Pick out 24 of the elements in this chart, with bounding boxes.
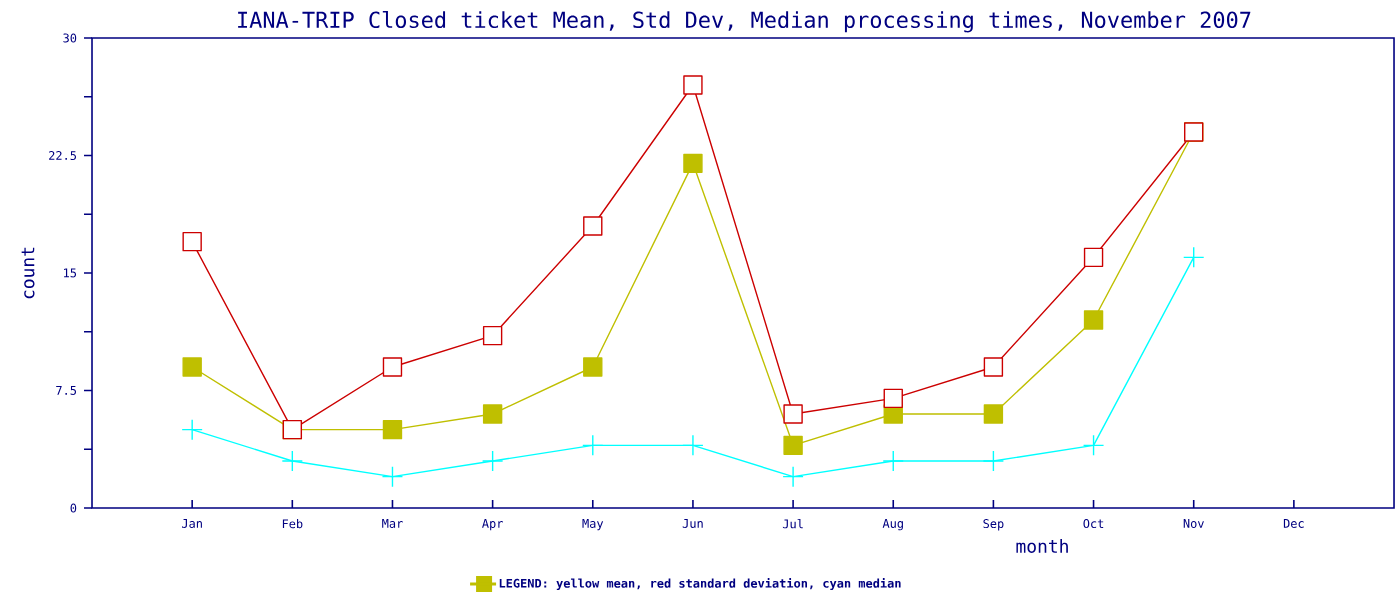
point (983, 404, 1004, 424)
point (682, 434, 704, 457)
point (583, 357, 603, 377)
point (982, 450, 1005, 472)
y-axis-title: count (21, 247, 35, 299)
point (481, 450, 504, 472)
point (683, 153, 703, 174)
point (182, 357, 202, 377)
point (1083, 310, 1104, 330)
point (281, 450, 304, 472)
x-axis-title: month (1016, 539, 1068, 553)
point (782, 465, 804, 488)
chart-title: IANA-TRIP Closed ticket Mean, Std Dev, Median processing times, November 2007 (238, 11, 1251, 33)
point (983, 357, 1004, 377)
point (1083, 247, 1104, 268)
point (181, 418, 203, 441)
point (381, 465, 404, 488)
point (582, 434, 604, 457)
point (1183, 246, 1205, 269)
point (1082, 434, 1105, 457)
point (382, 419, 403, 440)
point (482, 404, 503, 424)
point (882, 450, 904, 472)
point (783, 435, 803, 456)
